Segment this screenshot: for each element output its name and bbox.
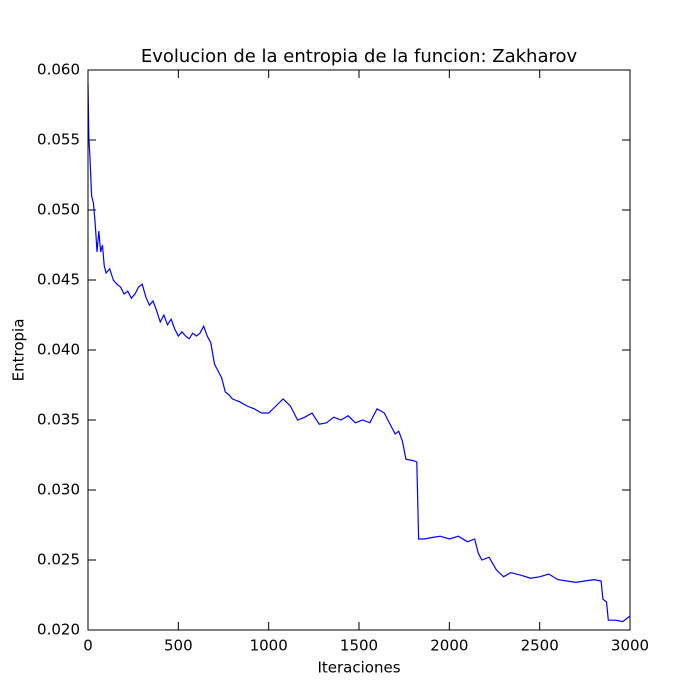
y-tick-label: 0.020 bbox=[37, 621, 80, 639]
y-tick-label: 0.050 bbox=[37, 201, 80, 219]
y-axis-label: Entropia bbox=[10, 319, 28, 382]
x-tick-label: 0 bbox=[83, 637, 93, 655]
y-tick-label: 0.040 bbox=[37, 341, 80, 359]
y-tick-label: 0.035 bbox=[37, 411, 80, 429]
x-tick-label: 1500 bbox=[340, 637, 378, 655]
x-tick-label: 500 bbox=[164, 637, 193, 655]
y-tick-label: 0.045 bbox=[37, 271, 80, 289]
x-tick-label: 2500 bbox=[521, 637, 559, 655]
y-tick-label: 0.055 bbox=[37, 131, 80, 149]
x-tick-label: 2000 bbox=[430, 637, 468, 655]
x-tick-label: 3000 bbox=[611, 637, 649, 655]
y-tick-label: 0.060 bbox=[37, 61, 80, 79]
line-series bbox=[87, 83, 631, 623]
chart-title: Evolucion de la entropia de la funcion: … bbox=[141, 46, 578, 67]
x-tick-label: 1000 bbox=[250, 637, 288, 655]
plot-frame bbox=[87, 69, 631, 631]
y-tick-label: 0.025 bbox=[37, 551, 80, 569]
x-axis-label: Iteraciones bbox=[317, 659, 400, 677]
y-tick-label: 0.030 bbox=[37, 481, 80, 499]
